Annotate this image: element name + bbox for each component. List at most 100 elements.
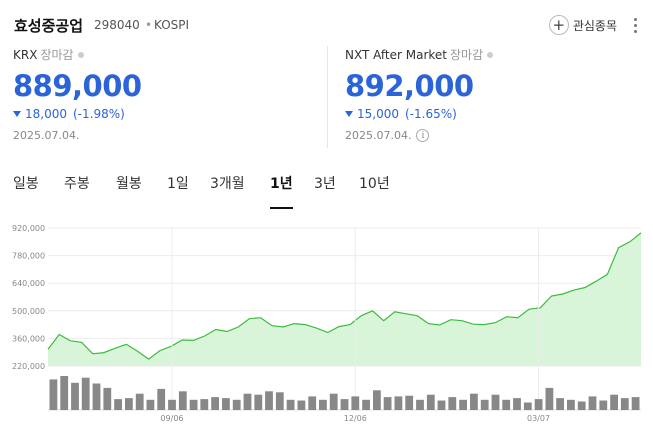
price-line — [47, 232, 642, 360]
volume-bar — [178, 391, 187, 410]
quote-status: 장마감 — [450, 48, 484, 62]
more-vertical-icon[interactable] — [629, 15, 641, 35]
tab-monthly[interactable]: 월봉 — [116, 176, 142, 192]
tab-1year[interactable]: 1년 — [270, 173, 293, 209]
tab-10year[interactable]: 10년 — [359, 176, 390, 192]
tab-1day[interactable]: 1일 — [167, 176, 189, 192]
volume-bar — [567, 399, 575, 410]
volume-bar — [610, 394, 618, 410]
volume-bar — [394, 396, 403, 410]
change-amount: 15,000 — [357, 107, 399, 121]
separator-dot: • — [145, 18, 153, 32]
volume-bar — [459, 399, 467, 410]
quote-change: 15,000 (-1.65%) — [345, 107, 493, 121]
change-amount: 18,000 — [25, 107, 67, 121]
quote-price: 892,000 — [345, 69, 474, 103]
quote-date: 2025.07.04. i — [345, 129, 493, 142]
volume-bar — [373, 390, 381, 410]
volume-bar — [513, 398, 521, 410]
down-triangle-icon — [345, 111, 353, 117]
volume-bar — [631, 397, 640, 410]
quote-status: 장마감 — [40, 48, 74, 62]
quote-date-text: 2025.07.04. — [13, 129, 80, 142]
volume-bar — [362, 399, 370, 410]
volume-bar — [426, 394, 435, 410]
volume-bar — [146, 399, 155, 410]
volume-bar — [545, 387, 554, 410]
quote-price: 889,000 — [13, 69, 142, 103]
volume-bar — [534, 399, 543, 410]
volume-bar — [470, 393, 478, 410]
quote-market: NXT After Market — [345, 47, 448, 62]
stock-header: 효성중공업 298040 • KOSPI + 관심종목 — [14, 13, 643, 37]
volume-bar — [556, 398, 564, 410]
volume-bar — [114, 399, 122, 410]
volume-bar — [491, 394, 500, 410]
volume-bar — [135, 393, 144, 410]
volume-bar — [577, 401, 586, 410]
info-icon[interactable]: i — [416, 129, 430, 142]
krx-quote: KRX 장마감 889,000 18,000 (-1.98%) 2025.07.… — [13, 46, 142, 142]
volume-bar — [275, 392, 284, 410]
volume-bar — [480, 399, 489, 410]
add-favorite-button[interactable]: + 관심종목 — [548, 13, 617, 37]
volume-bar — [211, 397, 219, 410]
quote-date: 2025.07.04. — [13, 129, 142, 142]
tab-3month[interactable]: 3개월 — [210, 176, 245, 192]
change-percent: (-1.98%) — [73, 107, 125, 121]
x-tick-label: 12/06 — [344, 414, 367, 423]
volume-bar — [351, 396, 360, 410]
x-tick-label: 09/06 — [160, 414, 183, 423]
tab-3year[interactable]: 3년 — [314, 176, 336, 192]
change-percent: (-1.65%) — [405, 107, 457, 121]
quote-change: 18,000 (-1.98%) — [13, 107, 142, 121]
stock-market: KOSPI — [154, 18, 190, 32]
down-triangle-icon — [13, 111, 21, 117]
volume-bar — [125, 398, 133, 410]
quote-label: NXT After Market 장마감 — [345, 46, 494, 63]
volume-bar — [599, 400, 608, 410]
volume-bar — [340, 399, 349, 410]
volume-bar — [502, 399, 511, 410]
volume-bar — [588, 396, 597, 410]
x-tick-label: 03/07 — [527, 414, 550, 423]
quote-date-text: 2025.07.04. — [345, 129, 412, 142]
volume-bar — [81, 377, 90, 410]
price-chart[interactable]: 920,000 780,000 640,000 500,000 360,000 220,0… — [0, 216, 653, 429]
tab-weekly[interactable]: 주봉 — [64, 176, 90, 192]
status-dot-icon — [77, 51, 84, 58]
favorite-label: 관심종목 — [572, 18, 617, 33]
price-area — [48, 232, 641, 366]
volume-bar — [222, 398, 230, 410]
volume-bar — [308, 396, 317, 410]
tab-daily[interactable]: 일봉 — [13, 176, 39, 192]
volume-bar — [383, 397, 392, 410]
volume-bar — [265, 391, 273, 410]
y-tick-label: 500,000 — [12, 307, 45, 316]
y-tick-label: 220,000 — [12, 362, 45, 371]
volume-bar — [243, 393, 252, 410]
quote-label: KRX 장마감 — [13, 46, 142, 63]
volume-bar — [189, 399, 198, 410]
volume-bar — [329, 393, 338, 410]
y-tick-label: 780,000 — [12, 252, 45, 261]
volume-bar — [92, 383, 101, 410]
volume-bar — [49, 379, 58, 410]
volume-bar — [523, 402, 532, 410]
volume-bar — [254, 394, 263, 410]
stock-name: 효성중공업 — [14, 17, 84, 35]
volume-bar — [168, 399, 176, 410]
volume-bar — [200, 399, 209, 410]
volume-bar — [71, 382, 79, 410]
price-chart-svg: 920,000 780,000 640,000 500,000 360,000 220,0… — [12, 224, 642, 423]
volume-bar — [60, 376, 69, 410]
plus-icon: + — [548, 15, 569, 35]
stock-code: 298040 — [94, 18, 140, 32]
status-dot-icon — [487, 51, 494, 58]
y-tick-label: 360,000 — [12, 334, 45, 343]
y-tick-label: 640,000 — [12, 279, 45, 288]
y-tick-label: 920,000 — [12, 224, 45, 233]
quote-market: KRX — [13, 47, 38, 62]
volume-bar — [620, 398, 629, 410]
volume-bar — [405, 395, 414, 410]
